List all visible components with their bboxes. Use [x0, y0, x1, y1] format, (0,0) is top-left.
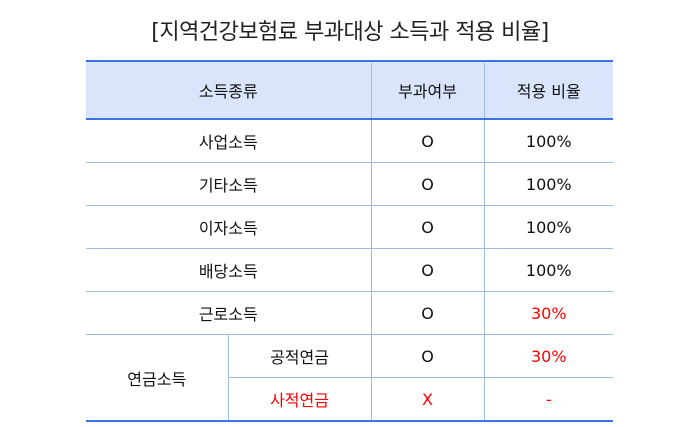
rate: 100% [483, 205, 614, 249]
rate: - [483, 377, 614, 422]
income-table: 소득종류 부과여부 적용 비율 사업소득 O 100% 기타소득 O 100% 이자소득… [86, 60, 614, 422]
rate: 30% [483, 334, 614, 378]
pension-group-label: 연금소득 [86, 334, 228, 422]
table-row: 사적연금 X - [86, 377, 614, 422]
header-row: 소득종류 부과여부 적용 비율 [86, 60, 614, 120]
charged: O [370, 205, 485, 249]
charged: X [370, 377, 485, 422]
table-title: [지역건강보험료 부과대상 소득과 적용 비율] [151, 20, 549, 45]
income-type: 기타소득 [86, 162, 372, 206]
rate: 100% [483, 248, 614, 292]
charged: O [370, 248, 485, 292]
header-income-type: 소득종류 [86, 60, 372, 120]
income-type: 이자소득 [86, 205, 372, 249]
rate: 100% [483, 119, 614, 163]
header-charged: 부과여부 [370, 60, 485, 120]
charged: O [370, 291, 485, 335]
table-row: 근로소득 O 30% [86, 291, 614, 335]
table-row: 연금소득 공적연금 O 30% [86, 334, 614, 422]
income-type: 사업소득 [86, 119, 372, 163]
charged: O [370, 162, 485, 206]
rate: 100% [483, 162, 614, 206]
charged: O [370, 334, 485, 378]
income-type: 근로소득 [86, 291, 372, 335]
table-row: 이자소득 O 100% [86, 205, 614, 249]
table-row: 사업소득 O 100% [86, 119, 614, 163]
income-type: 배당소득 [86, 248, 372, 292]
header-rate: 적용 비율 [483, 60, 614, 120]
income-type: 사적연금 [227, 377, 372, 422]
charged: O [370, 119, 485, 163]
rate: 30% [483, 291, 614, 335]
table-row: 기타소득 O 100% [86, 162, 614, 206]
table-row: 배당소득 O 100% [86, 248, 614, 292]
income-type: 공적연금 [227, 334, 372, 378]
